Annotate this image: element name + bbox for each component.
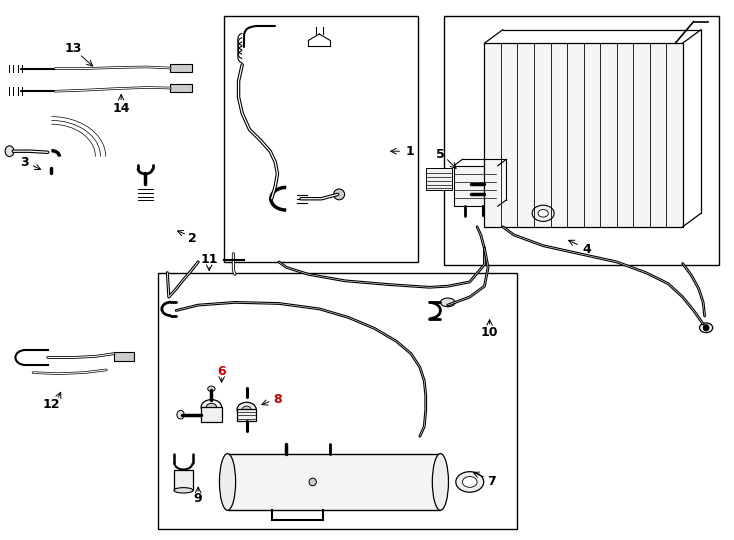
Ellipse shape — [700, 323, 713, 333]
Bar — [174, 470, 193, 490]
Text: 14: 14 — [112, 102, 130, 114]
Text: 13: 13 — [65, 42, 82, 55]
Text: 6: 6 — [217, 365, 226, 378]
Ellipse shape — [538, 210, 548, 217]
Bar — [224, 16, 418, 262]
Bar — [170, 64, 192, 72]
Bar — [444, 16, 719, 265]
Bar — [426, 168, 452, 190]
Bar — [201, 407, 222, 422]
Bar — [484, 43, 683, 227]
Ellipse shape — [309, 478, 316, 486]
Text: 3: 3 — [21, 156, 29, 168]
Text: 1: 1 — [405, 145, 414, 158]
Bar — [237, 409, 256, 421]
Text: 10: 10 — [481, 326, 498, 339]
Ellipse shape — [242, 406, 251, 413]
Bar — [158, 273, 517, 529]
Text: 9: 9 — [194, 492, 203, 505]
Text: 12: 12 — [43, 399, 60, 411]
Ellipse shape — [432, 454, 448, 510]
Ellipse shape — [201, 400, 222, 415]
Text: 8: 8 — [273, 393, 282, 406]
Ellipse shape — [440, 298, 455, 307]
Ellipse shape — [237, 402, 256, 416]
Ellipse shape — [703, 325, 709, 331]
Ellipse shape — [456, 472, 484, 492]
Bar — [454, 166, 498, 206]
Ellipse shape — [462, 477, 477, 487]
Text: 7: 7 — [487, 475, 496, 488]
Ellipse shape — [174, 488, 193, 493]
Ellipse shape — [208, 386, 215, 391]
Text: 4: 4 — [583, 243, 592, 256]
Bar — [170, 84, 192, 92]
Ellipse shape — [333, 189, 345, 200]
Ellipse shape — [206, 403, 217, 411]
Text: 5: 5 — [436, 148, 445, 161]
Ellipse shape — [177, 410, 184, 419]
Ellipse shape — [219, 454, 236, 510]
Text: 11: 11 — [200, 253, 218, 266]
Bar — [114, 352, 134, 361]
Text: 2: 2 — [188, 232, 197, 245]
Bar — [228, 454, 440, 510]
Ellipse shape — [532, 205, 554, 221]
Ellipse shape — [5, 146, 14, 157]
